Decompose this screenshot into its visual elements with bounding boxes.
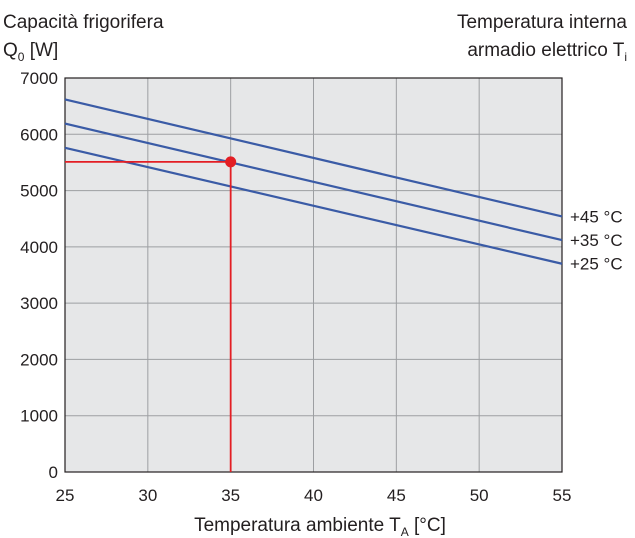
- series-line: [64, 146, 563, 265]
- legend-title-line2: armadio elettrico Ti: [467, 40, 627, 64]
- y-tick-label: 7000: [20, 69, 58, 88]
- x-tick-label: 30: [138, 486, 157, 505]
- x-axis-title-main: Temperatura ambiente T: [194, 515, 401, 536]
- y-axis-title-q: Q: [3, 40, 18, 61]
- series-line: [64, 98, 563, 218]
- series-label: +25 °C: [570, 255, 623, 274]
- x-tick-label: 35: [221, 486, 240, 505]
- y-tick-label: 0: [49, 463, 58, 482]
- y-axis-title-line1: Capacità frigorifera: [3, 12, 164, 33]
- legend-title-subscript: i: [624, 50, 627, 64]
- y-tick-label: 3000: [20, 294, 58, 313]
- y-tick-label: 2000: [20, 350, 58, 369]
- x-axis-title-subscript: A: [401, 525, 409, 538]
- y-axis-title-unit: [W]: [24, 40, 58, 61]
- series-label: +45 °C: [570, 207, 623, 226]
- series-label: +35 °C: [570, 231, 623, 250]
- plot-border: [64, 77, 563, 473]
- x-tick-label: 45: [387, 486, 406, 505]
- y-axis-title-subscript: 0: [18, 50, 25, 64]
- x-tick-label: 55: [553, 486, 572, 505]
- y-tick-label: 5000: [20, 182, 58, 201]
- plot-area: 25 30 35 40 45 50 55 0 1000 2000 3000 4000 5000 6000 7…: [20, 69, 622, 505]
- x-axis-title-unit: [°C]: [409, 515, 446, 536]
- legend-title-line1: Temperatura interna: [457, 12, 627, 33]
- x-tick-label: 25: [56, 486, 75, 505]
- series-line: [64, 122, 563, 242]
- marker-point: [225, 156, 237, 168]
- x-tick-label: 40: [304, 486, 323, 505]
- legend-title-main: armadio elettrico T: [467, 40, 624, 61]
- y-tick-label: 1000: [20, 407, 58, 426]
- y-tick-label: 6000: [20, 125, 58, 144]
- x-axis-title: Temperatura ambiente TA [°C]: [194, 515, 446, 538]
- y-tick-label: 4000: [20, 238, 58, 257]
- y-axis-title-line2: Q0 [W]: [3, 40, 58, 64]
- x-tick-label: 50: [470, 486, 489, 505]
